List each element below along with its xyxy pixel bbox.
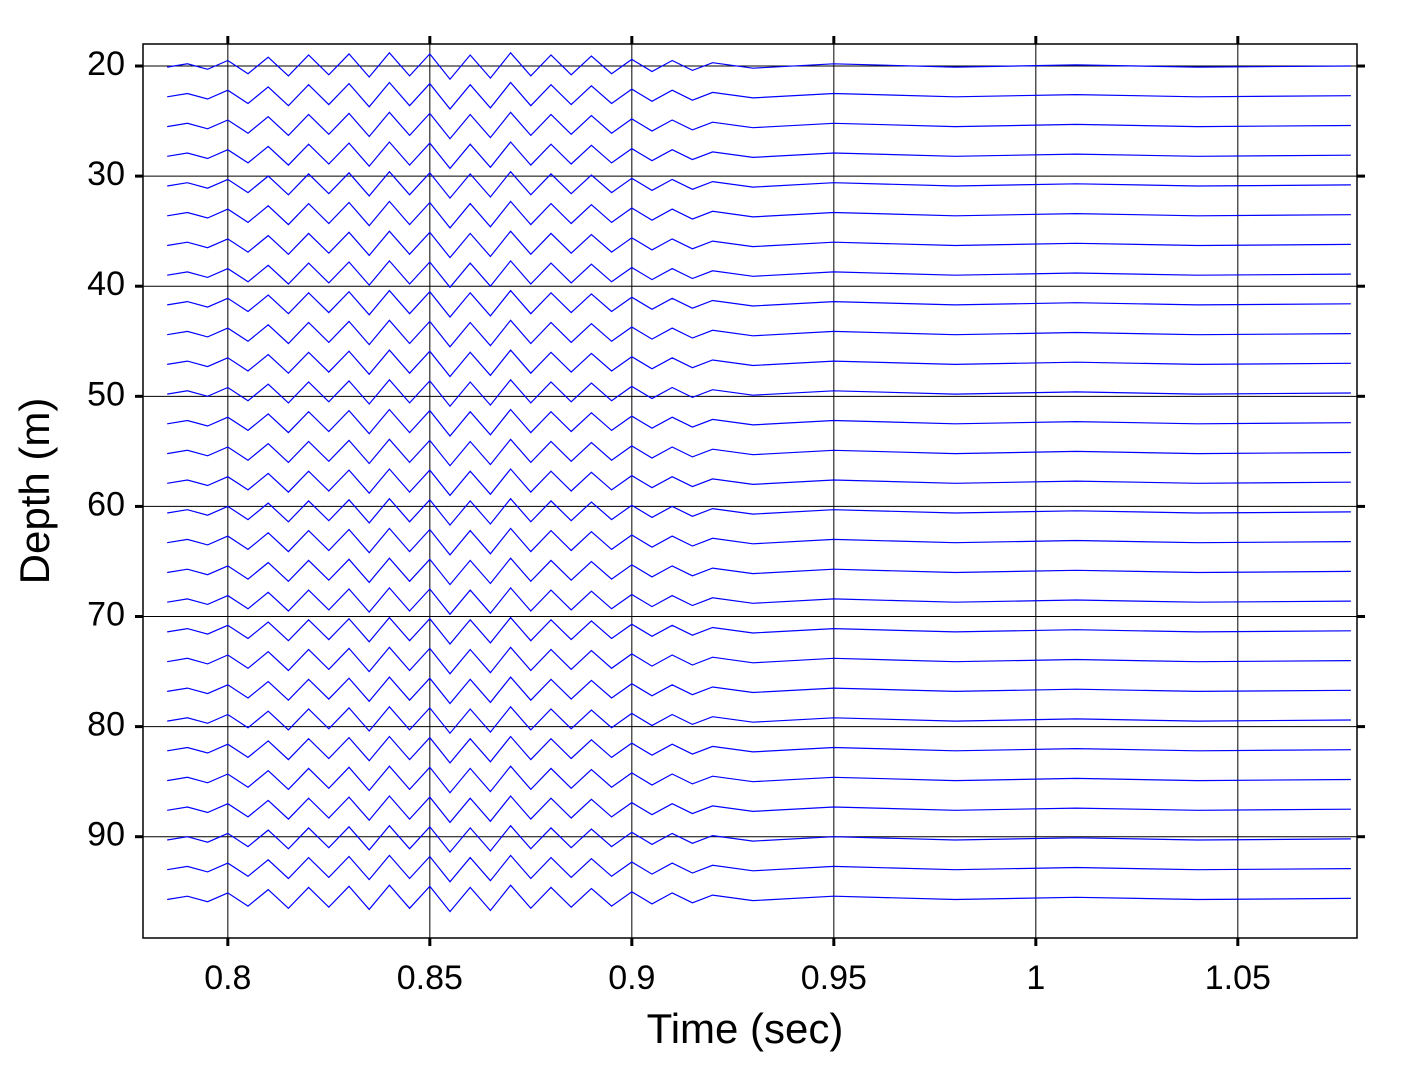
- trace: [167, 51, 1351, 81]
- y-tick-label: 70: [87, 595, 125, 633]
- trace: [167, 259, 1351, 289]
- x-tick-label: 1: [1026, 959, 1045, 997]
- y-tick-label: 90: [87, 816, 125, 854]
- x-tick-label: 0.95: [801, 959, 867, 997]
- x-tick-label: 0.85: [397, 959, 463, 997]
- x-tick-label: 0.9: [608, 959, 655, 997]
- trace: [167, 289, 1351, 318]
- trace: [167, 349, 1351, 378]
- trace: [167, 438, 1351, 467]
- trace: [167, 586, 1351, 616]
- trace: [167, 81, 1351, 110]
- trace: [167, 468, 1351, 497]
- trace: [167, 676, 1351, 705]
- y-tick-label: 30: [87, 155, 125, 193]
- trace: [167, 527, 1351, 556]
- trace: [167, 408, 1351, 437]
- trace: [167, 497, 1351, 527]
- trace: [167, 111, 1351, 140]
- y-tick-label: 40: [87, 265, 125, 303]
- trace: [167, 765, 1351, 794]
- plot-frame: [142, 43, 1358, 939]
- trace: [167, 200, 1351, 229]
- trace: [167, 557, 1351, 586]
- trace: [167, 141, 1351, 170]
- x-tick-label: 0.8: [204, 959, 251, 997]
- x-tick-label: 1.05: [1205, 959, 1271, 997]
- trace: [167, 884, 1351, 913]
- trace: [167, 735, 1351, 764]
- y-tick-label: 60: [87, 485, 125, 523]
- trace: [167, 170, 1351, 200]
- x-axis-title: Time (sec): [647, 1005, 844, 1052]
- trace: [167, 378, 1351, 408]
- y-tick-label: 20: [87, 45, 125, 83]
- trace: [167, 854, 1351, 883]
- trace: [167, 795, 1351, 824]
- trace: [167, 319, 1351, 348]
- trace: [167, 230, 1351, 259]
- trace: [167, 705, 1351, 735]
- trace: [167, 646, 1351, 675]
- trace: [167, 616, 1351, 645]
- y-axis-title: Depth (m): [11, 398, 58, 585]
- trace: [167, 824, 1351, 854]
- y-tick-label: 50: [87, 375, 125, 413]
- y-tick-label: 80: [87, 706, 125, 744]
